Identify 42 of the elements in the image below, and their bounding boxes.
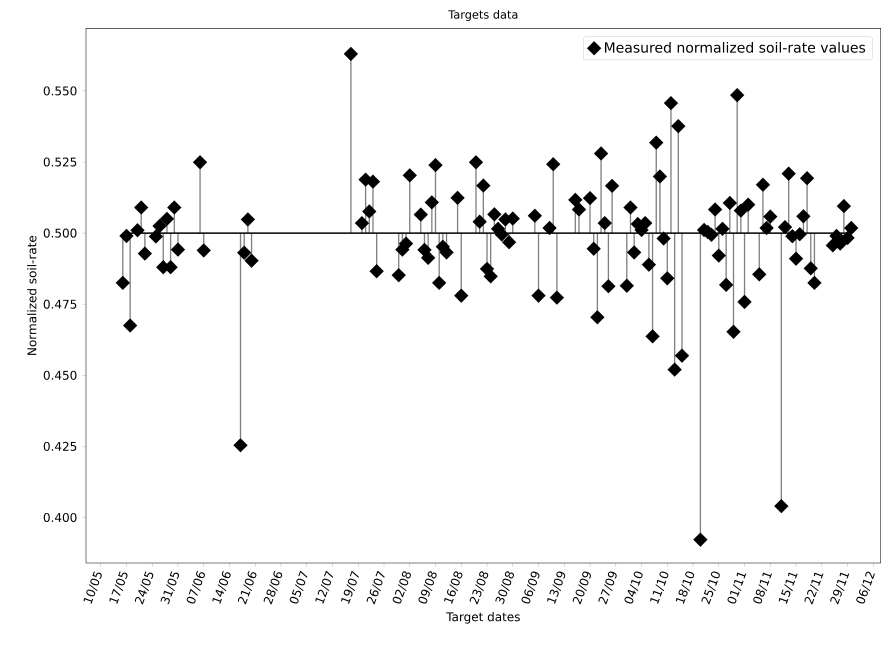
- y-tick-label: 0.525: [44, 157, 76, 167]
- x-tick-label: 08/11: [753, 572, 772, 604]
- x-tick-label: 21/06: [238, 571, 256, 604]
- x-tick-label: 14/06: [212, 571, 231, 604]
- x-tick-label: 28/06: [264, 571, 282, 604]
- x-tick-label: 23/08: [470, 571, 488, 604]
- x-tick-label: 30/08: [495, 571, 514, 604]
- y-axis-title: Normalized soil-rate: [27, 236, 36, 355]
- x-tick-label: 18/10: [676, 571, 694, 604]
- y-tick-label: 0.475: [44, 300, 76, 309]
- x-tick-label: 25/10: [702, 571, 720, 604]
- x-tick-label: 24/05: [134, 571, 154, 604]
- x-axis-title: Target dates: [446, 612, 520, 624]
- legend-label: Measured normalized soil-rate values: [604, 42, 866, 53]
- y-tick-label: 0.500: [44, 228, 76, 238]
- x-tick-label: 11/10: [650, 571, 668, 604]
- x-tick-label: 06/09: [521, 572, 540, 604]
- y-tick-label: 0.400: [44, 512, 76, 522]
- x-tick-label: 29/11: [830, 572, 850, 604]
- x-tick-label: 16/08: [444, 571, 462, 604]
- x-tick-label: 13/09: [547, 572, 566, 604]
- x-tick-label: 19/07: [341, 570, 359, 604]
- x-tick-label: 22/11: [804, 572, 824, 604]
- x-tick-label: 07/06: [186, 571, 205, 604]
- x-tick-label: 17/05: [109, 571, 128, 604]
- x-tick-label: 02/08: [392, 571, 411, 604]
- x-tick-label: 26/07: [366, 570, 385, 604]
- x-tick-label: 15/11: [778, 572, 798, 604]
- x-tick-label: 31/05: [160, 571, 179, 604]
- chart-title: Targets data: [448, 10, 518, 21]
- x-tick-label: 04/10: [624, 571, 643, 604]
- x-tick-label: 12/07: [315, 570, 334, 604]
- x-tick-label: 09/08: [418, 571, 437, 604]
- x-tick-label: 27/09: [598, 572, 617, 604]
- x-tick-label: 05/07: [290, 570, 308, 604]
- y-tick-label: 0.550: [44, 86, 76, 96]
- x-tick-label: 06/12: [856, 572, 875, 604]
- y-tick-label: 0.450: [44, 370, 76, 380]
- x-tick-label: 10/05: [84, 571, 102, 604]
- y-tick-label: 0.425: [44, 442, 76, 451]
- x-tick-label: 20/09: [572, 572, 591, 604]
- x-tick-label: 01/11: [728, 572, 746, 604]
